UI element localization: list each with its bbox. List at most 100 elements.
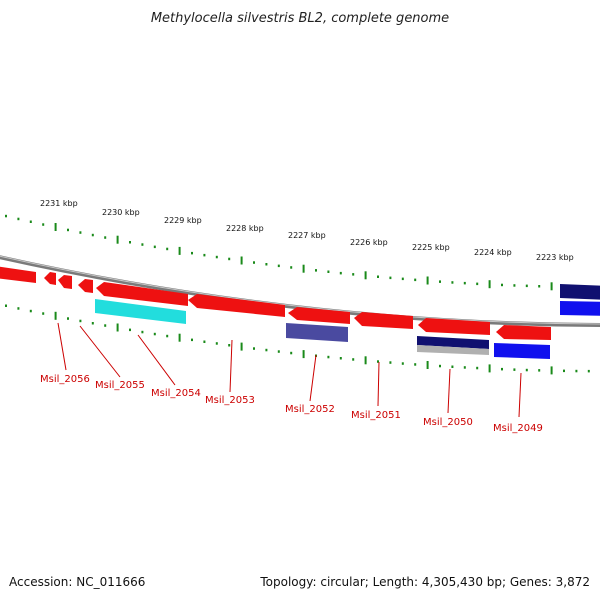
gene-arrow-small[interactable] bbox=[0, 266, 36, 283]
scale-minor-dot bbox=[352, 358, 355, 361]
kbp-label: 2231 kbp bbox=[40, 199, 78, 208]
scale-minor-dot bbox=[327, 270, 330, 273]
scale-minor-dot bbox=[265, 348, 268, 352]
scale-major-tick bbox=[54, 311, 57, 320]
feature-bar-navy[interactable] bbox=[417, 336, 489, 349]
scale-minor-dot bbox=[17, 307, 20, 310]
scale-minor-dot bbox=[79, 231, 82, 234]
scale-minor-dot bbox=[191, 251, 193, 255]
scale-minor-dot bbox=[451, 281, 454, 284]
scale-major-tick bbox=[302, 264, 305, 273]
gene-label[interactable]: Msil_2049 bbox=[493, 423, 543, 434]
scale-minor-dot bbox=[401, 362, 404, 365]
gene-arrow-small[interactable] bbox=[78, 279, 93, 293]
scale-minor-dot bbox=[327, 355, 330, 359]
gene-label[interactable]: Msil_2052 bbox=[285, 404, 335, 415]
gene-label-leader bbox=[137, 334, 176, 386]
scale-minor-dot bbox=[389, 361, 392, 364]
scale-minor-dot bbox=[215, 342, 218, 345]
scale-minor-dot bbox=[463, 366, 466, 369]
feature-bar-slate[interactable] bbox=[286, 323, 348, 342]
scale-minor-dot bbox=[451, 365, 454, 368]
scale-major-tick bbox=[178, 246, 181, 255]
gene-arrow-msil-2049[interactable] bbox=[496, 325, 551, 340]
feature-bar-cyan[interactable] bbox=[95, 299, 186, 324]
kbp-label: 2226 kbp bbox=[350, 238, 388, 247]
gene-arrow-msil-2053[interactable] bbox=[188, 294, 285, 317]
feature-bar-blue-right[interactable] bbox=[560, 301, 600, 316]
gene-label-leader bbox=[447, 368, 451, 414]
scale-minor-dot bbox=[277, 350, 280, 353]
gene-label-leader bbox=[309, 354, 317, 402]
gene-label[interactable]: Msil_2051 bbox=[351, 410, 401, 421]
scale-minor-dot bbox=[501, 367, 503, 371]
gene-arrow-msil-2050[interactable] bbox=[418, 318, 490, 335]
kbp-label: 2230 kbp bbox=[102, 208, 140, 217]
scale-major-tick bbox=[116, 235, 119, 244]
scale-minor-dot bbox=[339, 357, 342, 360]
kbp-label: 2227 kbp bbox=[288, 231, 326, 240]
scale-major-tick bbox=[550, 282, 553, 291]
scale-minor-dot bbox=[277, 264, 280, 268]
feature-bar-blue[interactable] bbox=[494, 343, 550, 359]
scale-minor-dot bbox=[538, 285, 541, 288]
scale-minor-dot bbox=[476, 366, 479, 370]
kbp-label: 2224 kbp bbox=[474, 248, 512, 257]
scale-minor-dot bbox=[290, 351, 293, 355]
scale-major-tick bbox=[426, 361, 429, 369]
gene-label[interactable]: Msil_2050 bbox=[423, 417, 473, 428]
scale-minor-dot bbox=[377, 275, 379, 278]
scale-minor-dot bbox=[129, 241, 131, 244]
scale-minor-dot bbox=[377, 360, 379, 363]
scale-minor-dot bbox=[5, 304, 7, 307]
gene-labels: Msil_2056 Msil_2055 Msil_2054 Msil_2053 … bbox=[40, 322, 543, 434]
scale-minor-dot bbox=[79, 319, 82, 323]
scale-minor-dot bbox=[401, 277, 404, 281]
scale-minor-dot bbox=[153, 332, 156, 336]
scale-minor-dot bbox=[203, 340, 206, 343]
scale-minor-dot bbox=[563, 369, 565, 373]
genome-title: Methylocella silvestris BL2, complete ge… bbox=[151, 11, 449, 26]
scale-minor-dot bbox=[253, 261, 255, 264]
gene-arrow-small[interactable] bbox=[58, 275, 72, 289]
feature-bars bbox=[95, 284, 600, 359]
scale-major-tick bbox=[364, 356, 367, 365]
scale-minor-dot bbox=[153, 245, 156, 249]
scale-minor-dot bbox=[253, 347, 255, 350]
scale-minor-dot bbox=[352, 273, 355, 276]
gene-arrow-small[interactable] bbox=[44, 272, 56, 285]
scale-minor-dot bbox=[501, 283, 503, 287]
scale-minor-dot bbox=[67, 228, 69, 232]
gene-arrow-msil-2051[interactable] bbox=[354, 312, 413, 329]
scale-minor-dot bbox=[191, 338, 193, 342]
feature-bar-grey[interactable] bbox=[417, 345, 489, 355]
scale-minor-dot bbox=[166, 247, 169, 251]
scale-minor-dot bbox=[339, 271, 342, 275]
scale-major-tick bbox=[426, 276, 429, 285]
genome-backbone-highlight bbox=[0, 255, 600, 325]
kbp-label: 2225 kbp bbox=[412, 243, 450, 252]
scale-major-tick bbox=[54, 223, 57, 231]
scale-minor-dot bbox=[104, 324, 107, 327]
kbp-label: 2229 kbp bbox=[164, 216, 202, 225]
scale-minor-dot bbox=[141, 330, 144, 334]
scale-minor-dot bbox=[538, 369, 541, 372]
gene-label[interactable]: Msil_2056 bbox=[40, 374, 90, 385]
scale-major-tick bbox=[364, 271, 367, 280]
scale-minor-dot bbox=[439, 280, 441, 283]
scale-minor-dot bbox=[203, 253, 206, 257]
gene-label[interactable]: Msil_2053 bbox=[205, 395, 255, 406]
scale-minor-dot bbox=[525, 368, 528, 372]
scale-minor-dot bbox=[439, 364, 441, 368]
gene-arrow-msil-2054[interactable] bbox=[96, 282, 188, 306]
scale-minor-dot bbox=[215, 255, 218, 259]
gene-label[interactable]: Msil_2054 bbox=[151, 388, 201, 399]
scale-minor-dot bbox=[476, 282, 479, 286]
scale-minor-dot bbox=[91, 233, 94, 237]
feature-bar-navy-right[interactable] bbox=[560, 284, 600, 300]
gene-arrow-msil-2052[interactable] bbox=[288, 307, 350, 324]
scale-minor-dot bbox=[228, 257, 231, 261]
gene-label[interactable]: Msil_2055 bbox=[95, 380, 145, 391]
scale-minor-dot bbox=[463, 281, 466, 285]
